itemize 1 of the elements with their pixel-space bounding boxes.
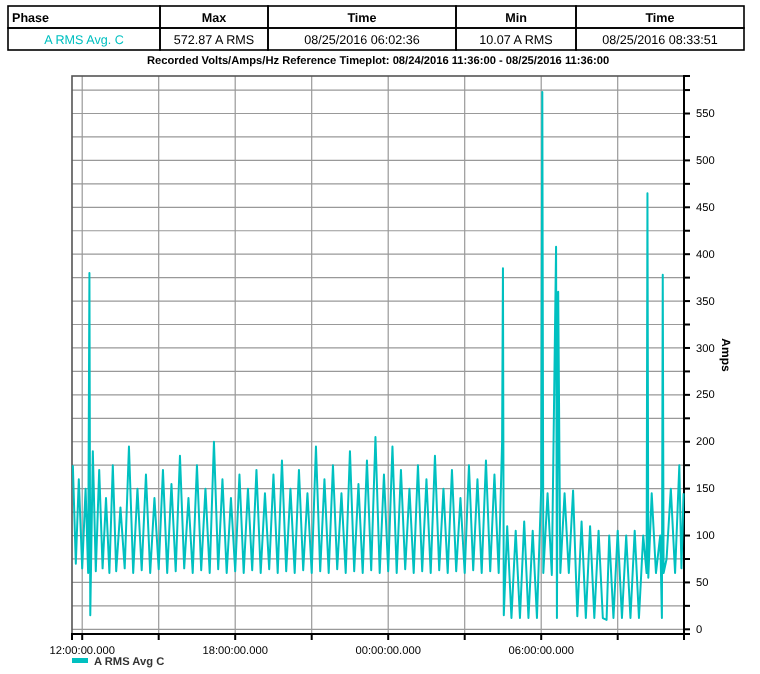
line-series	[71, 91, 685, 621]
